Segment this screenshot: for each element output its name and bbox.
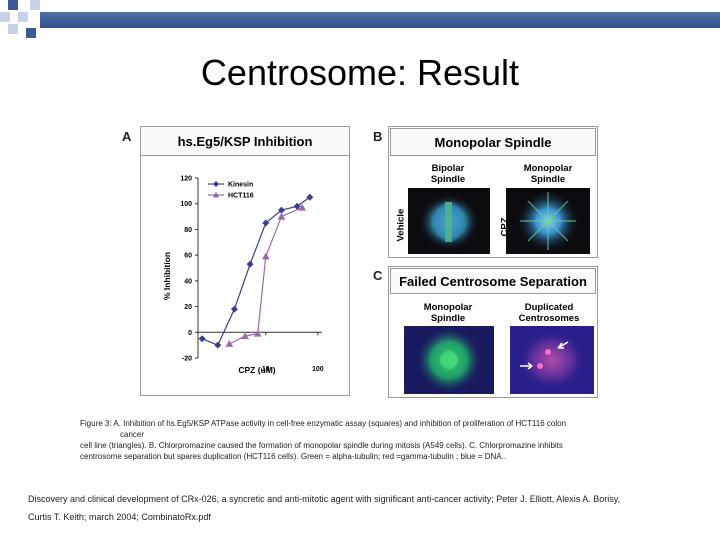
series-line-0 [201, 196, 311, 346]
data-point-1 [261, 252, 270, 260]
panel-a-letter: A [122, 129, 132, 144]
y-tick-label: 80 [184, 227, 192, 234]
data-point-0 [277, 206, 285, 214]
data-point-1 [277, 212, 286, 220]
panel-b-title: Monopolar Spindle [390, 128, 596, 156]
caption-line-4: centrosome separation but spares duplica… [80, 452, 507, 461]
series-line-1 [229, 207, 303, 345]
y-tick-label: 60 [184, 253, 192, 260]
panel-b-row1-label: Vehicle [395, 208, 407, 242]
data-point-0 [198, 335, 206, 343]
panel-b-col2-label: Monopolar Spindle [523, 163, 573, 185]
data-point-0 [246, 260, 254, 268]
y-tick-label: -20 [182, 356, 192, 363]
inhibition-chart: -20 0 20 40 60 80 100 120 10 100 Kinesin HCT116 % … [162, 176, 324, 376]
x-tick-label: 100 [312, 366, 324, 373]
reference-citation: Discovery and clinical development of CR… [28, 490, 708, 526]
monopolar-spindle-image [506, 188, 590, 254]
y-tick-label: 20 [184, 304, 192, 311]
y-tick-label: 40 [184, 278, 192, 285]
data-point-0 [262, 219, 270, 227]
data-point-1 [253, 329, 262, 337]
panel-c-col1-label: Monopolar Spindle [423, 302, 473, 324]
figure-caption: Figure 3: A. Inhibition of hs.Eg5/KSP AT… [80, 418, 670, 462]
data-point-1 [241, 332, 249, 340]
bipolar-spindle-image [408, 188, 490, 254]
legend-marker-1 [212, 191, 220, 198]
data-point-1 [225, 340, 234, 347]
title-band [40, 12, 720, 28]
legend-marker-0 [213, 181, 219, 187]
y-tick-label: 100 [180, 201, 192, 208]
data-point-0 [306, 193, 314, 201]
monopolar-spindle-c-image [404, 326, 494, 394]
panel-a-title: hs.Eg5/KSP Inhibition [140, 126, 350, 156]
panel-c-title: Failed Centrosome Separation [390, 268, 596, 294]
y-tick-label: 0 [188, 330, 192, 337]
panel-a-frame [140, 126, 350, 396]
reference-line-2: Curtis T. Keith; march 2004; CombinatoRx… [28, 512, 211, 522]
reference-line-1: Discovery and clinical development of CR… [28, 494, 621, 504]
panel-b-letter: B [373, 129, 383, 144]
x-axis-label: CPZ (uM) [238, 365, 275, 375]
caption-line-1: Figure 3: A. Inhibition of hs.Eg5/KSP AT… [80, 419, 567, 428]
panel-c-col2-label: Duplicated Centrosomes [518, 302, 580, 324]
panel-b-col1-label: Bipolar Spindle [430, 163, 466, 185]
caption-line-3: cell line (triangles). B. Chlorpromazine… [80, 441, 563, 450]
y-tick-label: 120 [180, 176, 192, 183]
panel-c-letter: C [373, 268, 383, 283]
corner-decoration [0, 0, 45, 45]
data-point-1 [298, 203, 306, 211]
duplicated-centrosomes-image [510, 326, 594, 394]
legend-label-0: Kinesin [228, 182, 253, 189]
legend-label-1: HCT116 [228, 193, 254, 200]
data-point-0 [230, 305, 238, 313]
slide-title: Centrosome: Result [200, 52, 520, 93]
x-tick-label: 10 [262, 366, 270, 373]
data-point-0 [214, 341, 222, 349]
y-axis-label: % Inhibition [162, 252, 172, 300]
data-point-0 [293, 202, 301, 210]
caption-line-2: cancer [120, 430, 145, 439]
